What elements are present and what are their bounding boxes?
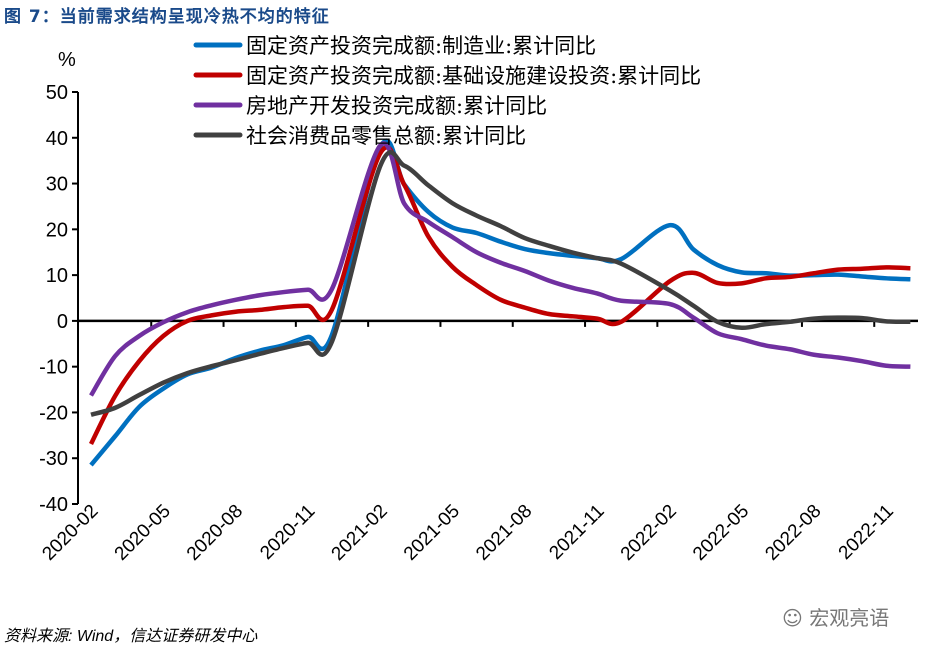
x-tick-label: 2021-05 xyxy=(400,501,464,565)
x-tick-label: 2021-08 xyxy=(472,501,536,565)
x-tick-label: 2022-11 xyxy=(835,501,898,564)
x-tick-label: 2020-08 xyxy=(183,501,247,565)
x-tick-label: 2022-02 xyxy=(617,501,681,565)
x-tick-label: 2020-11 xyxy=(256,501,319,564)
y-tick-label: 0 xyxy=(57,311,68,333)
y-tick-label: 20 xyxy=(46,219,68,241)
legend-label: 社会消费品零售总额:累计同比 xyxy=(246,124,526,148)
series-line-1 xyxy=(88,145,911,446)
x-tick-label: 2020-05 xyxy=(111,501,175,565)
x-tick-label: 2022-08 xyxy=(761,501,825,565)
y-tick-label: 10 xyxy=(46,265,68,287)
y-tick-label: -30 xyxy=(39,448,68,470)
y-tick-label: -10 xyxy=(39,357,68,379)
y-tick-label: 30 xyxy=(46,174,68,196)
series-line-2 xyxy=(89,141,911,397)
series-line-3 xyxy=(90,150,911,417)
wechat-icon: ☺ xyxy=(782,606,810,630)
x-tick-label: 2022-05 xyxy=(689,501,753,565)
source-note: 资料来源: Wind，信达证券研发中心 xyxy=(4,628,258,645)
legend-label: 房地产开发投资完成额:累计同比 xyxy=(246,94,547,118)
x-tick-label: 2021-02 xyxy=(328,501,392,565)
watermark: ☺ 宏观亮语 xyxy=(782,602,889,631)
y-tick-label: -40 xyxy=(39,494,68,516)
x-tick-label: 2021-11 xyxy=(545,501,608,564)
y-tick-label: 40 xyxy=(46,128,68,150)
legend-label: 固定资产投资完成额:基础设施建设投资:累计同比 xyxy=(246,64,701,88)
chart-title: 图 7：当前需求结构呈现冷热不均的特征 xyxy=(4,7,330,27)
legend-label: 固定资产投资完成额:制造业:累计同比 xyxy=(246,34,596,58)
y-tick-label: -20 xyxy=(39,402,68,424)
watermark-text: 宏观亮语 xyxy=(809,606,890,630)
y-axis-label: % xyxy=(58,49,76,71)
y-tick-label: 50 xyxy=(46,82,68,104)
